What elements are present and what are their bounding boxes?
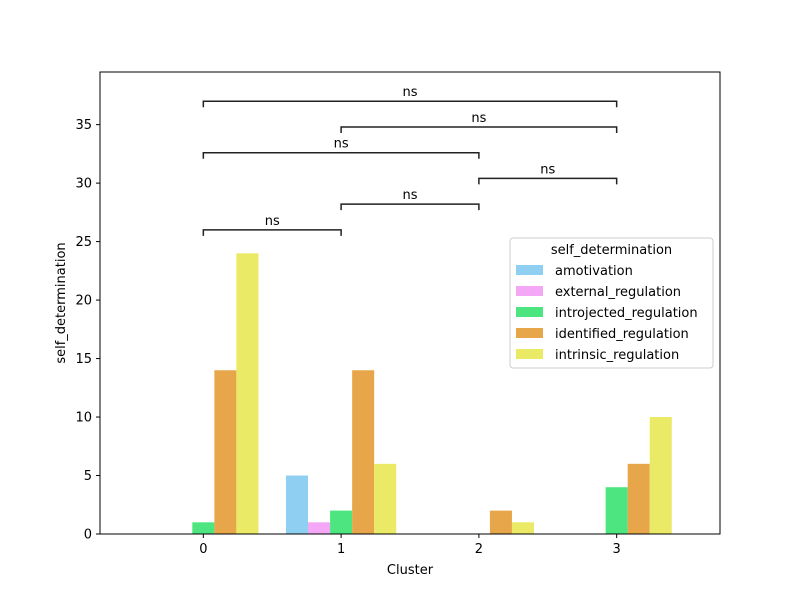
legend-label-introjected_regulation: introjected_regulation [555,306,698,321]
bar-intrinsic_regulation-cluster-2 [511,522,534,534]
legend-swatch-amotivation [516,265,543,275]
significance-label: ns [265,214,280,229]
x-axis-label: Cluster [387,563,434,578]
bars-layer [192,253,672,534]
legend-box [509,237,714,369]
significance-label: ns [471,111,486,126]
bar-amotivation-cluster-1 [286,475,309,534]
bar-introjected_regulation-cluster-3 [605,487,628,534]
significance-bracket [478,177,618,185]
legend-label-external_regulation: external_regulation [555,285,681,300]
significance-bracket [202,151,480,159]
legend-label-amotivation: amotivation [555,264,633,279]
bar-intrinsic_regulation-cluster-0 [236,253,259,534]
bar-identified_regulation-cluster-1 [352,370,375,534]
x-tick-label: 3 [613,542,621,557]
significance-label: ns [334,137,349,152]
legend-title: self_determination [551,243,672,258]
legend-label-identified_regulation: identified_regulation [555,327,689,342]
legend: self_determination amotivation external_r… [509,237,714,369]
significance-bracket [202,229,342,236]
y-tick-label: 0 [84,528,92,543]
y-tick-label: 10 [75,411,92,426]
legend-swatch-external_regulation [516,286,543,296]
bar-introjected_regulation-cluster-1 [330,510,353,534]
x-tick-label: 2 [475,542,483,557]
y-tick-label: 5 [84,469,92,484]
y-axis: 0 5 10 15 20 25 30 35 [75,118,100,543]
bar-introjected_regulation-cluster-0 [192,522,215,534]
y-axis-label: self_determination [54,242,69,363]
y-tick-label: 35 [75,118,92,133]
legend-swatch-introjected_regulation [516,307,543,317]
legend-swatch-intrinsic_regulation [516,349,543,359]
x-axis: 0 1 2 3 [199,534,621,557]
y-tick-label: 25 [75,235,92,250]
bar-identified_regulation-cluster-2 [489,510,512,534]
legend-label-intrinsic_regulation: intrinsic_regulation [555,348,679,363]
significance-label: ns [540,162,555,177]
x-tick-label: 1 [337,542,345,557]
bar-identified_regulation-cluster-0 [214,370,237,534]
significance-brackets: ns ns ns ns ns ns [202,85,618,236]
y-tick-label: 20 [75,294,92,309]
bar-intrinsic_regulation-cluster-3 [649,417,672,534]
y-tick-label: 15 [75,352,92,367]
plot-frame [99,71,721,535]
significance-bracket [340,203,480,211]
legend-items: amotivation external_regulation introjecte… [516,264,698,363]
legend-swatch-identified_regulation [516,328,543,338]
y-tick-label: 30 [75,177,92,192]
x-tick-label: 0 [199,542,207,557]
significance-bracket [202,100,618,108]
significance-label: ns [402,188,417,203]
significance-label: ns [402,85,417,100]
bar-intrinsic_regulation-cluster-1 [374,463,397,534]
significance-bracket [340,126,618,133]
bar-external_regulation-cluster-1 [308,522,331,534]
bar-identified_regulation-cluster-3 [627,463,650,534]
